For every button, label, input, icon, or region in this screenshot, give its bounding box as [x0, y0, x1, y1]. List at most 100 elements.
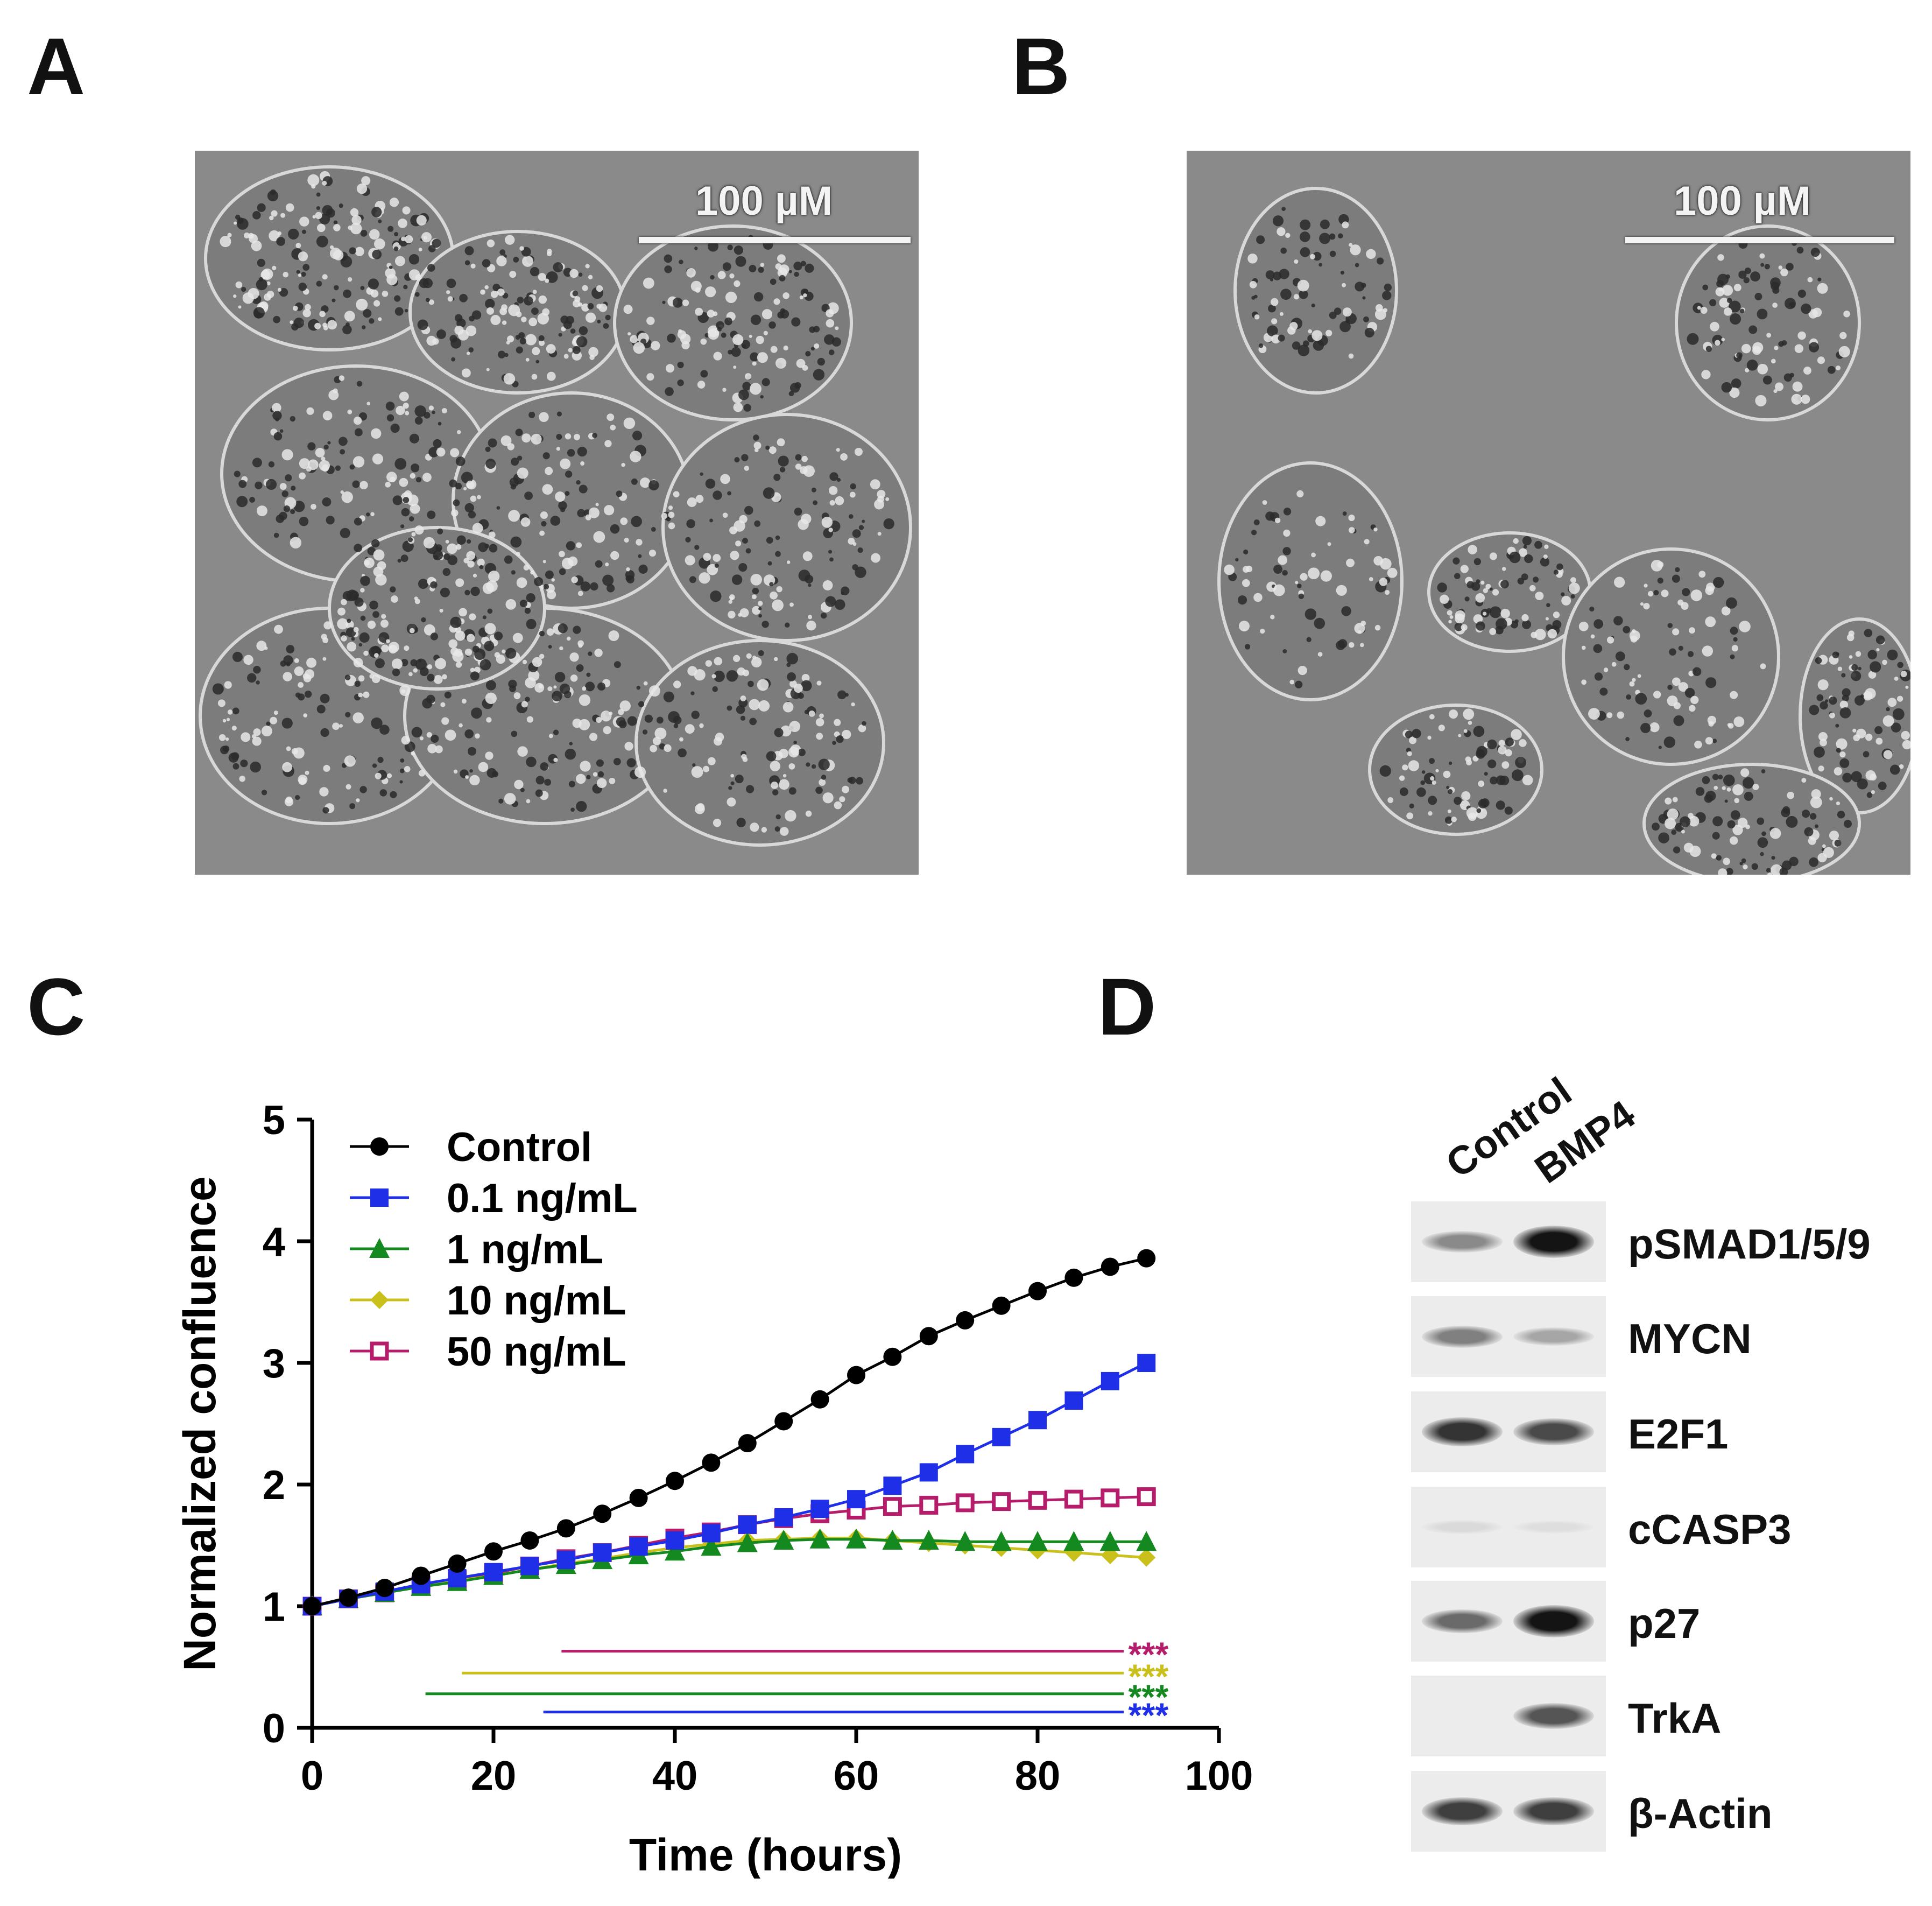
granule — [828, 349, 835, 355]
granule — [1473, 726, 1485, 737]
blot-strip — [1411, 1487, 1606, 1567]
granule — [333, 250, 344, 261]
granule — [1835, 723, 1839, 728]
granule — [819, 713, 824, 719]
granule — [1606, 712, 1613, 719]
x-tick-label: 100 — [1185, 1753, 1253, 1799]
granule — [538, 335, 545, 341]
granule — [566, 315, 574, 325]
granule — [400, 524, 405, 529]
granule — [743, 404, 752, 412]
granule — [298, 682, 304, 688]
granule — [1249, 280, 1257, 289]
granule — [421, 232, 432, 243]
granule — [1348, 353, 1354, 359]
granule — [588, 275, 593, 280]
granule — [322, 807, 329, 814]
granule — [526, 799, 531, 804]
granule — [1754, 293, 1762, 301]
granule — [323, 765, 330, 772]
granule — [1803, 367, 1811, 375]
granule — [749, 334, 752, 338]
granule — [1878, 782, 1887, 790]
granule — [530, 267, 540, 277]
granule — [390, 586, 396, 593]
granule — [439, 608, 443, 613]
granule — [1839, 332, 1847, 340]
blot-band — [1422, 1417, 1503, 1447]
granule — [546, 371, 556, 381]
granule — [1271, 298, 1279, 306]
granule — [232, 651, 243, 662]
granule — [290, 416, 295, 422]
granule — [319, 787, 329, 797]
granule — [1589, 606, 1595, 612]
granule — [1545, 617, 1549, 621]
granule — [1730, 691, 1738, 699]
granule — [377, 561, 386, 571]
granule — [1294, 259, 1299, 264]
granule — [1260, 628, 1265, 634]
granule — [566, 541, 576, 551]
granule — [668, 511, 675, 518]
granule — [466, 551, 476, 560]
granule — [692, 763, 696, 767]
granule — [1750, 271, 1760, 282]
granule — [1534, 629, 1546, 641]
granule — [1460, 565, 1469, 573]
granule — [1829, 712, 1835, 719]
granule — [1629, 630, 1640, 641]
granule — [1599, 687, 1608, 696]
granule — [256, 680, 260, 685]
blot-band — [1422, 1520, 1503, 1534]
granule — [705, 286, 716, 298]
granule — [1725, 868, 1733, 875]
blot-strip — [1411, 1201, 1606, 1282]
data-point — [774, 1508, 793, 1527]
granule — [806, 762, 810, 767]
granule — [256, 279, 267, 291]
granule — [1705, 616, 1716, 628]
granule — [546, 251, 552, 257]
granule — [789, 383, 800, 393]
granule — [225, 737, 229, 741]
granule — [1732, 784, 1744, 796]
granule — [239, 776, 245, 782]
granule — [504, 555, 513, 564]
granule — [237, 217, 244, 224]
granule — [808, 583, 812, 587]
granule — [1518, 548, 1528, 557]
granule — [695, 307, 703, 316]
granule — [1690, 695, 1699, 704]
granule — [1273, 584, 1285, 596]
granule — [333, 224, 341, 231]
granule — [750, 383, 761, 395]
granule — [773, 298, 780, 305]
granule — [1712, 832, 1720, 840]
granule — [1455, 610, 1465, 621]
granule — [727, 797, 736, 807]
granule — [1746, 359, 1758, 371]
granule — [340, 528, 350, 538]
granule — [427, 673, 435, 682]
granule — [1594, 672, 1603, 681]
granule — [707, 757, 716, 765]
granule — [428, 405, 434, 411]
granule — [588, 507, 600, 518]
granule — [1757, 837, 1768, 848]
granule — [505, 648, 517, 659]
granule — [496, 506, 500, 510]
granule — [344, 755, 356, 767]
granule — [385, 402, 395, 411]
granule — [311, 184, 316, 189]
granule — [678, 329, 682, 333]
granule — [389, 265, 393, 269]
granule — [744, 466, 750, 471]
granule — [408, 254, 420, 265]
granule — [1752, 783, 1759, 790]
granule — [855, 566, 866, 578]
granule — [815, 718, 824, 727]
granule — [459, 608, 467, 617]
granule — [293, 318, 305, 328]
granule — [1690, 589, 1703, 601]
